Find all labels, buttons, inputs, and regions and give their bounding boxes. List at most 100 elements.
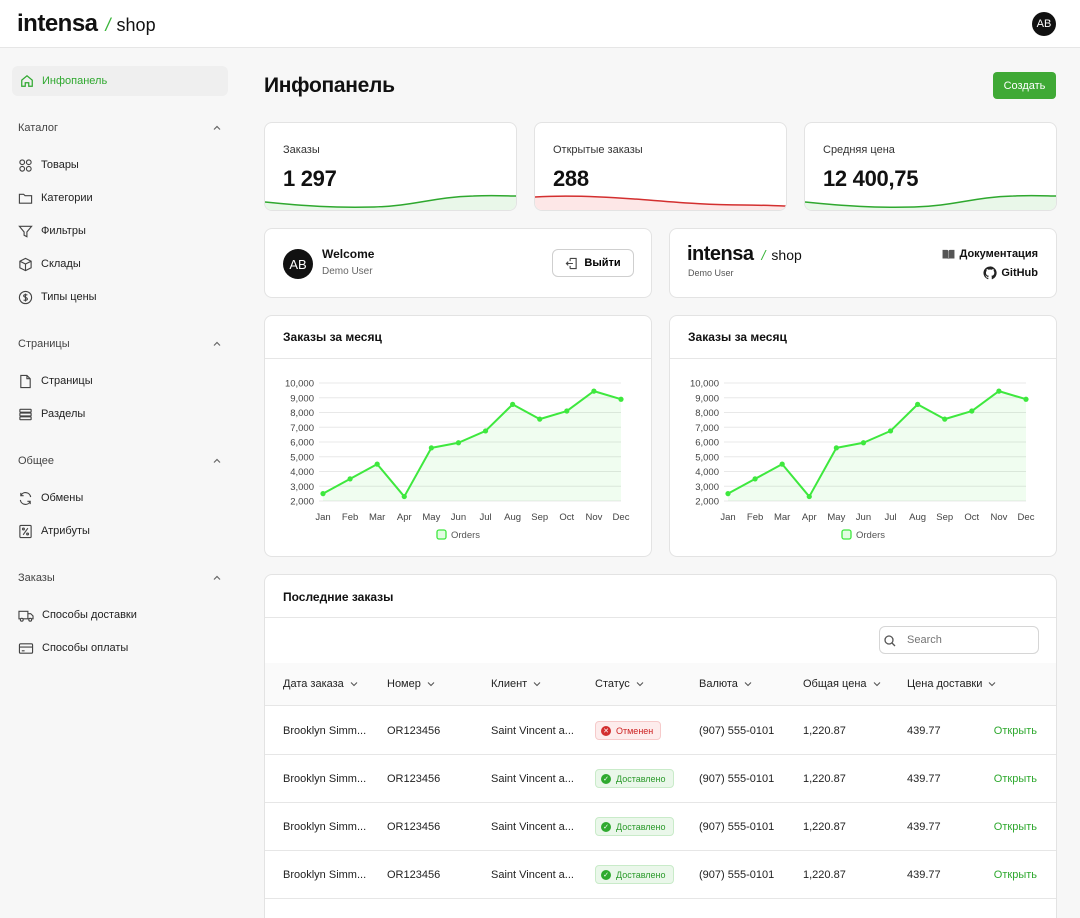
section-pages[interactable]: Страницы	[18, 338, 222, 350]
section-catalog[interactable]: Каталог	[18, 122, 222, 134]
open-order-link[interactable]: Открыть	[993, 821, 1037, 833]
sidebar-item-pages[interactable]: Страницы	[18, 371, 93, 391]
documentation-link[interactable]: Документация	[942, 248, 1038, 260]
cell-number: OR123456	[387, 773, 441, 785]
data-point[interactable]	[806, 493, 812, 500]
sidebar-item-sections[interactable]: Разделы	[18, 404, 85, 424]
data-point[interactable]	[1023, 396, 1029, 402]
data-point[interactable]	[428, 445, 434, 451]
data-point[interactable]	[860, 440, 867, 446]
sidebar-item-label: Разделы	[41, 408, 86, 420]
column-header[interactable]: Номер	[387, 678, 436, 690]
cell-number: OR123456	[387, 821, 441, 833]
sidebar: Инфопанель Каталог Товары Категории Филь…	[0, 49, 240, 918]
legend-swatch[interactable]	[436, 529, 447, 540]
data-point[interactable]	[320, 491, 326, 497]
y-tick-label: 9,000	[695, 393, 719, 404]
close-icon: ✕	[601, 725, 611, 736]
sidebar-item-price-types[interactable]: Типы цены	[18, 287, 97, 307]
data-point[interactable]	[996, 388, 1002, 394]
github-link[interactable]: GitHub	[983, 266, 1038, 280]
column-header[interactable]: Цена доставки	[907, 678, 997, 690]
create-button[interactable]: Создать	[993, 72, 1056, 99]
status-badge: ✓ Доставлено	[595, 769, 674, 788]
stat-value: 1 297	[283, 166, 337, 191]
y-tick-label: 9,000	[290, 393, 314, 404]
stat-label: Открытые заказы	[553, 144, 643, 156]
sidebar-item-label: Склады	[41, 258, 81, 270]
stat-value: 288	[553, 166, 589, 191]
chart-title: Заказы за месяц	[688, 330, 787, 344]
data-point[interactable]	[969, 408, 975, 414]
status-label: Доставлено	[616, 869, 666, 880]
sidebar-item-warehouses[interactable]: Склады	[18, 254, 81, 274]
data-point[interactable]	[347, 476, 353, 482]
x-tick-label: Jan	[720, 512, 735, 523]
status-label: Отменен	[616, 725, 654, 736]
chevron-down-icon	[988, 682, 996, 687]
column-header[interactable]: Валюта	[699, 678, 753, 690]
open-order-link[interactable]: Открыть	[993, 773, 1037, 785]
percent-icon	[19, 524, 32, 538]
book-icon	[943, 249, 955, 259]
data-point[interactable]	[537, 416, 543, 422]
sidebar-item-label: Инфопанель	[42, 75, 108, 87]
cell-date: Brooklyn Simm...	[283, 821, 367, 833]
logout-button[interactable]: Выйти	[552, 249, 634, 277]
sidebar-item-attributes[interactable]: Атрибуты	[18, 521, 90, 541]
column-header[interactable]: Клиент	[491, 678, 542, 690]
column-header[interactable]: Общая цена	[803, 678, 882, 690]
legend-swatch[interactable]	[841, 529, 852, 540]
status-badge: ✕ Отменен	[595, 721, 662, 740]
sidebar-item-label: Обмены	[41, 492, 84, 504]
search-input[interactable]	[879, 626, 1039, 654]
data-point[interactable]	[618, 396, 624, 402]
section-title: Заказы	[18, 572, 55, 584]
column-header[interactable]: Дата заказа	[283, 678, 359, 690]
data-point[interactable]	[482, 428, 489, 434]
data-point[interactable]	[779, 461, 785, 467]
sidebar-item-exchanges[interactable]: Обмены	[18, 488, 83, 508]
check-icon: ✓	[601, 869, 611, 880]
data-point[interactable]	[591, 388, 597, 394]
chevron-down-icon	[873, 682, 880, 687]
data-point[interactable]	[725, 491, 731, 497]
legend-label: Orders	[856, 530, 885, 541]
data-point[interactable]	[564, 408, 570, 414]
data-point[interactable]	[752, 476, 758, 482]
data-point[interactable]	[833, 445, 839, 451]
data-point[interactable]	[887, 428, 894, 434]
user-avatar[interactable]: AB	[1032, 12, 1056, 36]
series-line	[322, 390, 622, 498]
top-bar: intensa / shop AB	[0, 0, 1080, 48]
column-header[interactable]: Статус	[595, 678, 645, 690]
cell-currency: (907) 555-0101	[699, 821, 775, 833]
logo[interactable]: intensa / shop	[17, 10, 156, 38]
stat-card-avg-price: Средняя цена 12 400,75	[804, 122, 1057, 211]
data-point[interactable]	[374, 461, 380, 467]
cell-currency: (907) 555-0101	[699, 773, 775, 785]
data-point[interactable]	[915, 401, 921, 407]
list-icon	[19, 408, 32, 420]
section-orders[interactable]: Заказы	[18, 572, 222, 584]
sidebar-item-payment-methods[interactable]: Способы оплаты	[18, 638, 128, 658]
sidebar-item-delivery-methods[interactable]: Способы доставки	[18, 605, 137, 625]
table-row: Brooklyn Simm... OR123456 Saint Vincent …	[265, 851, 1056, 899]
chart-card-1: Заказы за месяц 10,000 9,000 8,000 7,000 6,0…	[264, 315, 652, 557]
x-tick-label: Apr	[802, 512, 817, 523]
chevron-down-icon	[744, 682, 752, 687]
data-point[interactable]	[942, 416, 948, 422]
sidebar-item-dashboard[interactable]: Инфопанель	[12, 66, 228, 96]
cell-delivery: 439.77	[907, 821, 941, 833]
data-point[interactable]	[401, 493, 407, 500]
sidebar-item-categories[interactable]: Категории	[18, 188, 93, 208]
open-order-link[interactable]: Открыть	[993, 725, 1037, 737]
sidebar-item-products[interactable]: Товары	[18, 155, 79, 175]
y-tick-label: 3,000	[695, 482, 719, 493]
data-point[interactable]	[510, 401, 516, 407]
sidebar-item-filters[interactable]: Фильтры	[18, 221, 86, 241]
data-point[interactable]	[455, 440, 462, 446]
section-general[interactable]: Общее	[18, 455, 222, 467]
open-order-link[interactable]: Открыть	[993, 869, 1037, 881]
cell-total: 1,220.87	[803, 821, 846, 833]
